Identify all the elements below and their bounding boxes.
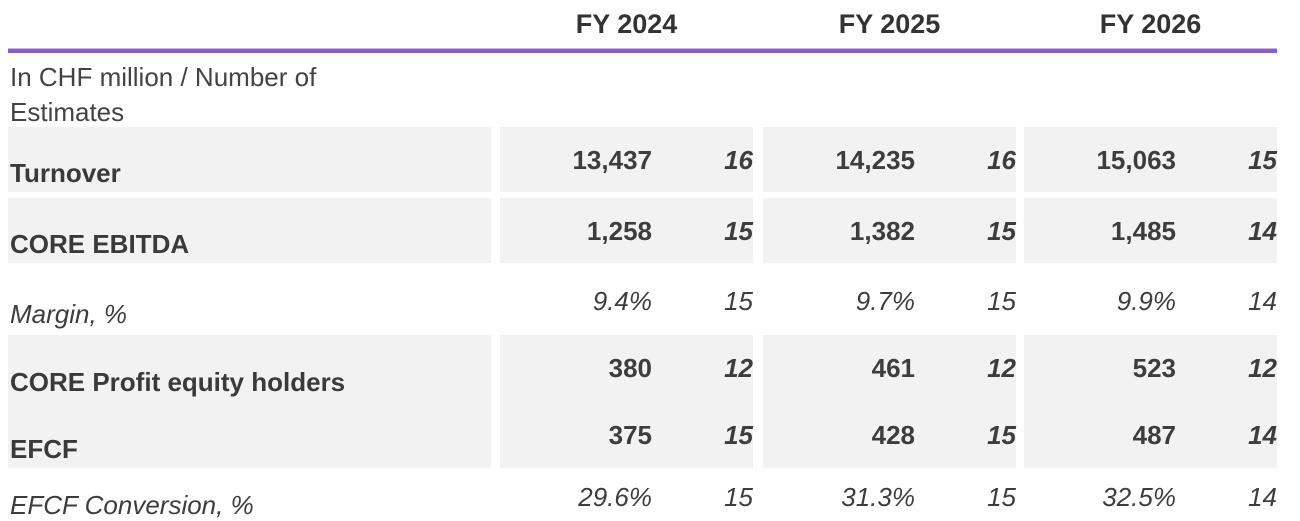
value: 487	[1132, 419, 1176, 450]
value-cell: 1,258 15	[500, 198, 753, 263]
unit-label-row: In CHF million / Number of Estimates	[8, 53, 1277, 127]
value-cell: 29.6% 15	[500, 470, 753, 521]
estimate-count: 12	[1248, 353, 1277, 383]
value: 9.9%	[1116, 285, 1176, 316]
value-cell: 9.7% 15	[763, 268, 1016, 333]
value-cell: 1,485 14	[1024, 198, 1277, 263]
value-cell: 380 12	[500, 335, 753, 401]
estimate-count: 15	[724, 215, 753, 246]
value-cell: 9.9% 14	[1024, 268, 1277, 333]
table-row-core-profit: CORE Profit equity holders 380 12 461 12…	[8, 335, 1277, 401]
column-header-fy2026: FY 2026	[1099, 8, 1202, 39]
estimate-count: 15	[1248, 144, 1277, 175]
estimate-count: 16	[724, 144, 753, 175]
value: 31.3%	[841, 482, 915, 512]
value: 1,485	[1110, 215, 1176, 246]
value-cell: 375 15	[500, 401, 753, 468]
value: 380	[608, 353, 652, 383]
estimate-count: 15	[724, 419, 753, 450]
value-cell: 428 15	[763, 401, 1016, 468]
table-row-margin: Margin, % 9.4% 15 9.7% 15 9.9% 14	[8, 268, 1277, 333]
estimate-count: 14	[1248, 215, 1277, 246]
value: 29.6%	[578, 482, 652, 512]
value-cell: 13,437 16	[500, 127, 753, 192]
value-cell: 523 12	[1024, 335, 1277, 401]
row-label: Turnover	[8, 127, 491, 192]
value: 13,437	[572, 144, 652, 175]
value-cell: 15,063 15	[1024, 127, 1277, 192]
row-label: EFCF	[8, 401, 491, 468]
header-accent-line	[8, 48, 1277, 53]
value: 523	[1132, 353, 1176, 383]
estimate-count: 14	[1248, 482, 1277, 512]
table-row-efcf: EFCF 375 15 428 15 487 14	[8, 401, 1277, 468]
estimate-count: 14	[1248, 419, 1277, 450]
column-header-fy2025: FY 2025	[838, 8, 941, 39]
value: 461	[871, 353, 915, 383]
value: 14,235	[835, 144, 915, 175]
estimate-count: 15	[987, 215, 1016, 246]
value: 1,382	[849, 215, 915, 246]
value: 375	[608, 419, 652, 450]
row-label: CORE Profit equity holders	[8, 335, 491, 401]
value: 15,063	[1096, 144, 1176, 175]
row-label: CORE EBITDA	[8, 198, 491, 263]
estimate-count: 16	[987, 144, 1016, 175]
row-label: EFCF Conversion, %	[10, 489, 254, 520]
value-cell: 487 14	[1024, 401, 1277, 468]
unit-label: In CHF million / Number of Estimates	[10, 62, 317, 128]
value: 428	[871, 419, 915, 450]
table-row-efcf-conversion: EFCF Conversion, % 29.6% 15 31.3% 15 32.…	[8, 470, 1277, 521]
estimate-count: 14	[1248, 285, 1277, 316]
value-cell: 14,235 16	[763, 127, 1016, 192]
estimate-count: 12	[987, 353, 1016, 383]
estimate-count: 15	[724, 482, 753, 512]
estimate-count: 15	[724, 285, 753, 316]
column-header-fy2024: FY 2024	[575, 8, 678, 39]
table-header-row: FY 2024 FY 2025 FY 2026	[8, 0, 1277, 48]
estimate-count: 15	[987, 419, 1016, 450]
value-cell: 9.4% 15	[500, 268, 753, 333]
value-cell: 31.3% 15	[763, 470, 1016, 521]
table-row-core-ebitda: CORE EBITDA 1,258 15 1,382 15 1,485 14	[8, 198, 1277, 263]
value: 9.7%	[855, 285, 915, 316]
estimate-count: 15	[987, 482, 1016, 512]
value: 1,258	[586, 215, 652, 246]
table-row-turnover: Turnover 13,437 16 14,235 16 15,063 15	[8, 127, 1277, 192]
value: 32.5%	[1102, 482, 1176, 512]
estimate-count: 12	[724, 353, 753, 383]
row-label: Margin, %	[10, 298, 128, 329]
value-cell: 1,382 15	[763, 198, 1016, 263]
value: 9.4%	[592, 285, 652, 316]
value-cell: 32.5% 14	[1024, 470, 1277, 521]
estimate-count: 15	[987, 285, 1016, 316]
value-cell: 461 12	[763, 335, 1016, 401]
